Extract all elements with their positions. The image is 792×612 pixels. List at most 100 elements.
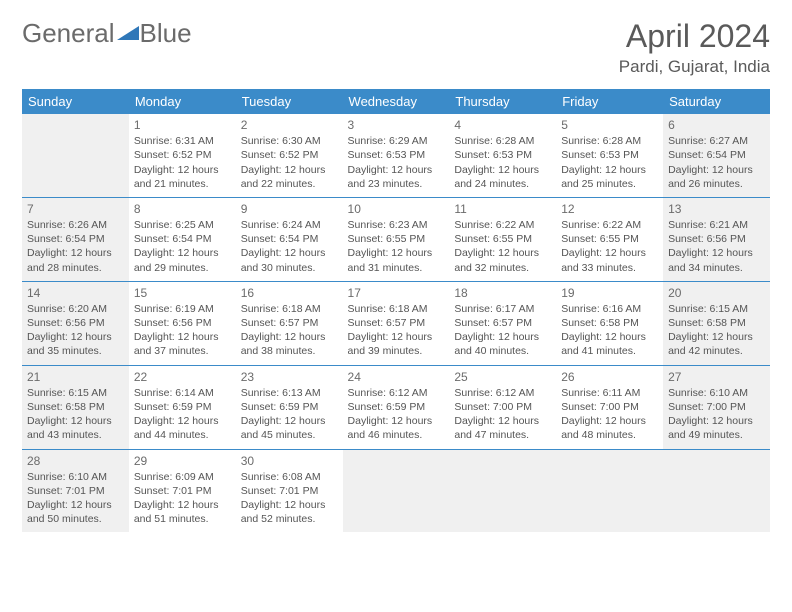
calendar-cell: 5Sunrise: 6:28 AMSunset: 6:53 PMDaylight… — [556, 114, 663, 197]
calendar-row: 14Sunrise: 6:20 AMSunset: 6:56 PMDayligh… — [22, 281, 770, 365]
calendar-cell: 30Sunrise: 6:08 AMSunset: 7:01 PMDayligh… — [236, 449, 343, 532]
daylight: Daylight: 12 hours and 29 minutes. — [134, 247, 219, 273]
day-number: 11 — [454, 201, 551, 217]
calendar-cell: 27Sunrise: 6:10 AMSunset: 7:00 PMDayligh… — [663, 365, 770, 449]
day-number: 1 — [134, 117, 231, 133]
sunset: Sunset: 6:56 PM — [134, 317, 212, 329]
weekday-friday: Friday — [556, 89, 663, 114]
calendar-cell: 10Sunrise: 6:23 AMSunset: 6:55 PMDayligh… — [343, 197, 450, 281]
day-number: 22 — [134, 369, 231, 385]
daylight: Daylight: 12 hours and 52 minutes. — [241, 499, 326, 525]
header: General Blue April 2024 Pardi, Gujarat, … — [22, 18, 770, 77]
weekday-monday: Monday — [129, 89, 236, 114]
sunrise: Sunrise: 6:10 AM — [27, 471, 107, 483]
day-number: 10 — [348, 201, 445, 217]
calendar-cell: 25Sunrise: 6:12 AMSunset: 7:00 PMDayligh… — [449, 365, 556, 449]
daylight: Daylight: 12 hours and 33 minutes. — [561, 247, 646, 273]
sunrise: Sunrise: 6:12 AM — [454, 387, 534, 399]
day-number: 27 — [668, 369, 765, 385]
calendar-cell: 28Sunrise: 6:10 AMSunset: 7:01 PMDayligh… — [22, 449, 129, 532]
sunrise: Sunrise: 6:24 AM — [241, 219, 321, 231]
day-number: 23 — [241, 369, 338, 385]
daylight: Daylight: 12 hours and 31 minutes. — [348, 247, 433, 273]
weekday-header-row: Sunday Monday Tuesday Wednesday Thursday… — [22, 89, 770, 114]
sunset: Sunset: 6:56 PM — [27, 317, 105, 329]
calendar-cell: 4Sunrise: 6:28 AMSunset: 6:53 PMDaylight… — [449, 114, 556, 197]
daylight: Daylight: 12 hours and 44 minutes. — [134, 415, 219, 441]
day-number: 3 — [348, 117, 445, 133]
daylight: Daylight: 12 hours and 34 minutes. — [668, 247, 753, 273]
daylight: Daylight: 12 hours and 41 minutes. — [561, 331, 646, 357]
sunset: Sunset: 6:54 PM — [134, 233, 212, 245]
sunset: Sunset: 7:01 PM — [134, 485, 212, 497]
calendar-cell: 12Sunrise: 6:22 AMSunset: 6:55 PMDayligh… — [556, 197, 663, 281]
day-number: 19 — [561, 285, 658, 301]
daylight: Daylight: 12 hours and 21 minutes. — [134, 164, 219, 190]
calendar-row: 21Sunrise: 6:15 AMSunset: 6:58 PMDayligh… — [22, 365, 770, 449]
calendar-cell: 7Sunrise: 6:26 AMSunset: 6:54 PMDaylight… — [22, 197, 129, 281]
daylight: Daylight: 12 hours and 51 minutes. — [134, 499, 219, 525]
sunset: Sunset: 7:00 PM — [561, 401, 639, 413]
sunrise: Sunrise: 6:20 AM — [27, 303, 107, 315]
day-number: 4 — [454, 117, 551, 133]
daylight: Daylight: 12 hours and 37 minutes. — [134, 331, 219, 357]
sunrise: Sunrise: 6:26 AM — [27, 219, 107, 231]
sunset: Sunset: 6:52 PM — [134, 149, 212, 161]
calendar-cell: 3Sunrise: 6:29 AMSunset: 6:53 PMDaylight… — [343, 114, 450, 197]
day-number: 26 — [561, 369, 658, 385]
sunrise: Sunrise: 6:23 AM — [348, 219, 428, 231]
sunrise: Sunrise: 6:15 AM — [668, 303, 748, 315]
brand-logo: General Blue — [22, 18, 192, 49]
day-number: 15 — [134, 285, 231, 301]
calendar-row: 28Sunrise: 6:10 AMSunset: 7:01 PMDayligh… — [22, 449, 770, 532]
day-number: 25 — [454, 369, 551, 385]
calendar-cell: 16Sunrise: 6:18 AMSunset: 6:57 PMDayligh… — [236, 281, 343, 365]
sunset: Sunset: 7:00 PM — [454, 401, 532, 413]
daylight: Daylight: 12 hours and 25 minutes. — [561, 164, 646, 190]
sunset: Sunset: 6:58 PM — [27, 401, 105, 413]
daylight: Daylight: 12 hours and 22 minutes. — [241, 164, 326, 190]
calendar-cell: 17Sunrise: 6:18 AMSunset: 6:57 PMDayligh… — [343, 281, 450, 365]
daylight: Daylight: 12 hours and 28 minutes. — [27, 247, 112, 273]
daylight: Daylight: 12 hours and 39 minutes. — [348, 331, 433, 357]
sunrise: Sunrise: 6:14 AM — [134, 387, 214, 399]
sunset: Sunset: 6:57 PM — [454, 317, 532, 329]
calendar-cell — [449, 449, 556, 532]
sunrise: Sunrise: 6:18 AM — [348, 303, 428, 315]
calendar-cell — [556, 449, 663, 532]
calendar-cell: 1Sunrise: 6:31 AMSunset: 6:52 PMDaylight… — [129, 114, 236, 197]
sunset: Sunset: 6:59 PM — [241, 401, 319, 413]
sunset: Sunset: 7:00 PM — [668, 401, 746, 413]
sunset: Sunset: 6:54 PM — [241, 233, 319, 245]
daylight: Daylight: 12 hours and 24 minutes. — [454, 164, 539, 190]
sunrise: Sunrise: 6:22 AM — [561, 219, 641, 231]
sunrise: Sunrise: 6:30 AM — [241, 135, 321, 147]
calendar-cell: 11Sunrise: 6:22 AMSunset: 6:55 PMDayligh… — [449, 197, 556, 281]
weekday-saturday: Saturday — [663, 89, 770, 114]
sunset: Sunset: 6:52 PM — [241, 149, 319, 161]
day-number: 9 — [241, 201, 338, 217]
day-number: 12 — [561, 201, 658, 217]
calendar-row: 1Sunrise: 6:31 AMSunset: 6:52 PMDaylight… — [22, 114, 770, 197]
sunrise: Sunrise: 6:16 AM — [561, 303, 641, 315]
daylight: Daylight: 12 hours and 40 minutes. — [454, 331, 539, 357]
sunrise: Sunrise: 6:13 AM — [241, 387, 321, 399]
sunrise: Sunrise: 6:18 AM — [241, 303, 321, 315]
day-number: 24 — [348, 369, 445, 385]
sunrise: Sunrise: 6:12 AM — [348, 387, 428, 399]
calendar-row: 7Sunrise: 6:26 AMSunset: 6:54 PMDaylight… — [22, 197, 770, 281]
weekday-wednesday: Wednesday — [343, 89, 450, 114]
calendar-cell: 22Sunrise: 6:14 AMSunset: 6:59 PMDayligh… — [129, 365, 236, 449]
daylight: Daylight: 12 hours and 23 minutes. — [348, 164, 433, 190]
calendar-cell: 24Sunrise: 6:12 AMSunset: 6:59 PMDayligh… — [343, 365, 450, 449]
daylight: Daylight: 12 hours and 38 minutes. — [241, 331, 326, 357]
day-number: 21 — [27, 369, 124, 385]
daylight: Daylight: 12 hours and 42 minutes. — [668, 331, 753, 357]
calendar-cell: 2Sunrise: 6:30 AMSunset: 6:52 PMDaylight… — [236, 114, 343, 197]
sunset: Sunset: 6:53 PM — [454, 149, 532, 161]
brand-part1: General — [22, 18, 115, 49]
sunrise: Sunrise: 6:22 AM — [454, 219, 534, 231]
logo-triangle-icon — [117, 18, 139, 49]
calendar-cell — [343, 449, 450, 532]
calendar-cell: 20Sunrise: 6:15 AMSunset: 6:58 PMDayligh… — [663, 281, 770, 365]
